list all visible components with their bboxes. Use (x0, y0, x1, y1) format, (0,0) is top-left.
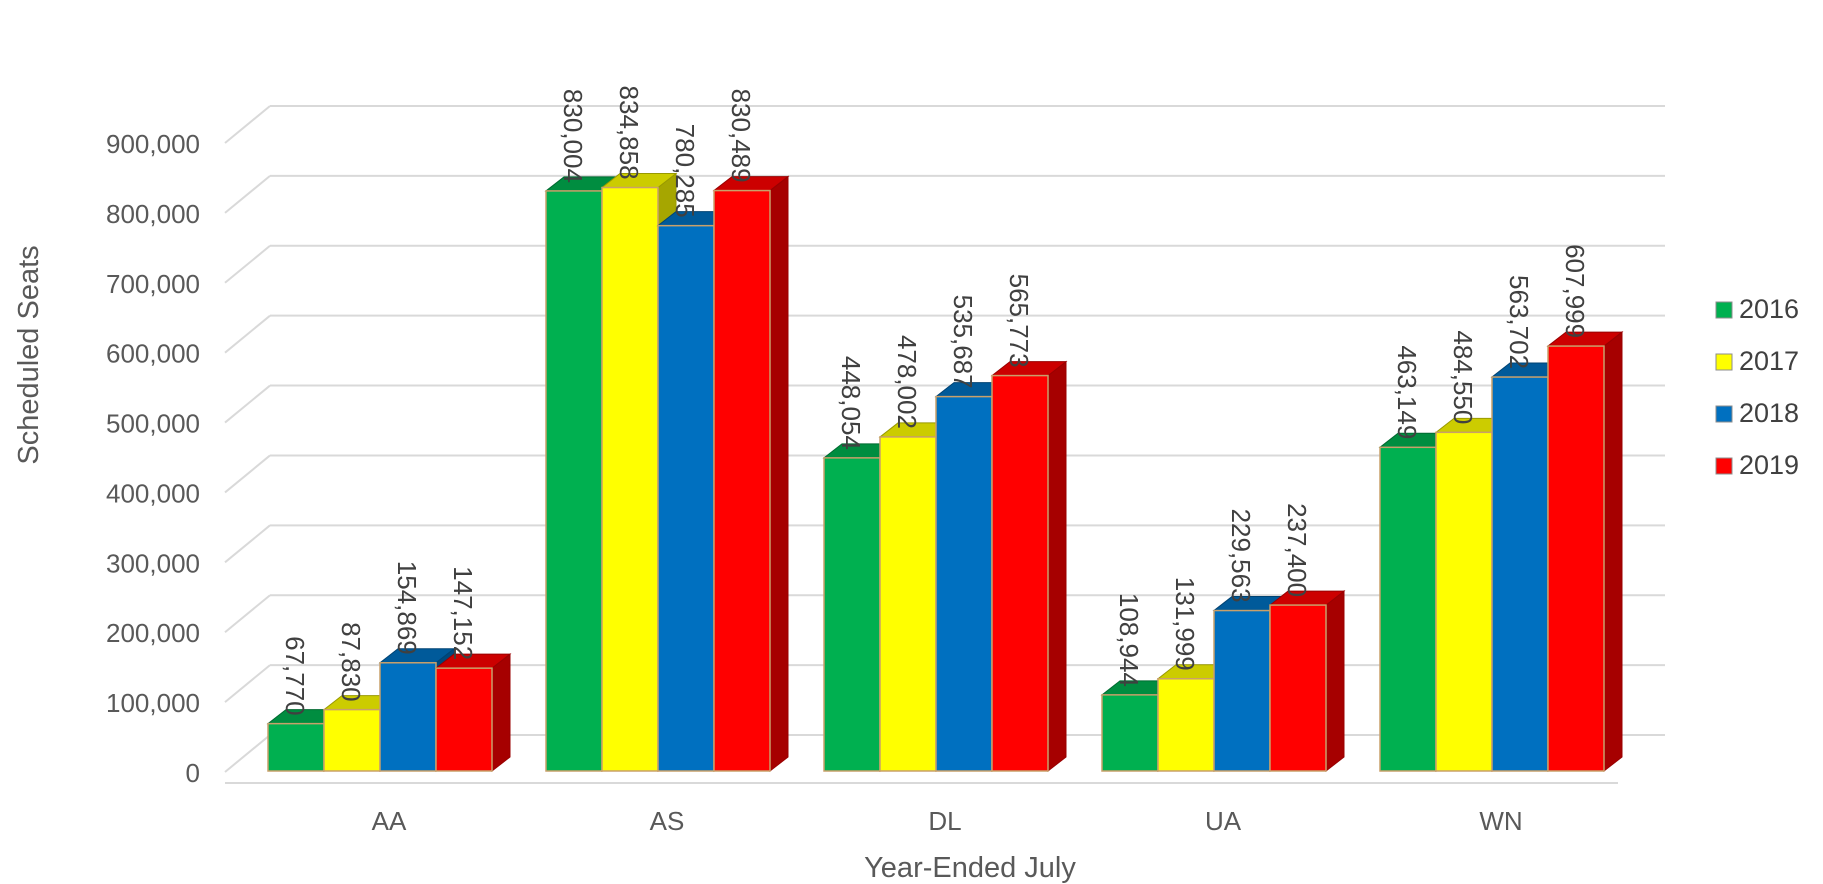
gridline-depth (224, 664, 271, 703)
bar-front (323, 708, 381, 772)
x-axis-title: Year-Ended July (864, 852, 1076, 884)
bar-front (1435, 431, 1493, 772)
y-axis-ticks: 0 100,000 200,000 300,000 400,000 500,000 600,… (106, 129, 200, 788)
data-label: 565,773 (1004, 274, 1034, 368)
bar-front (713, 189, 771, 772)
legend-item: 2018 (1715, 398, 1799, 428)
bar-front (601, 186, 659, 772)
bar-front (879, 436, 937, 772)
data-label: 830,004 (558, 89, 588, 183)
data-label: 108,944 (1114, 593, 1144, 687)
gridline-depth (224, 314, 271, 354)
y-tick-label: 100,000 (106, 688, 200, 718)
legend-swatch (1715, 405, 1733, 423)
legend-label: 2019 (1739, 450, 1799, 480)
bar-side (1325, 590, 1345, 773)
bars (266, 172, 1624, 773)
y-tick-label: 400,000 (106, 478, 200, 508)
data-label: 834,858 (614, 86, 644, 180)
y-tick-label: 800,000 (106, 199, 200, 229)
bar-front (991, 374, 1049, 772)
gridline-depth (224, 245, 271, 284)
bar (712, 175, 790, 773)
legend-label: 2016 (1739, 294, 1799, 324)
y-tick-label: 0 (186, 758, 200, 788)
data-labels: 67,770 87,830 154,869 147,152 830,004 834,858… (280, 86, 1590, 716)
data-label: 780,285 (670, 124, 700, 218)
data-label: 535,687 (948, 295, 978, 389)
bar-front (1213, 609, 1271, 772)
legend-swatch (1715, 457, 1733, 475)
data-label: 87,830 (336, 622, 366, 702)
bar-front (657, 224, 715, 772)
bar-front (1491, 376, 1549, 772)
data-label: 229,563 (1226, 509, 1256, 603)
y-tick-label: 600,000 (106, 339, 200, 369)
bar-front (1379, 446, 1437, 772)
x-tick-label: AS (650, 806, 685, 836)
y-tick-label: 700,000 (106, 269, 200, 299)
bar-front (435, 667, 493, 772)
bar (1546, 331, 1624, 773)
data-label: 463,149 (1392, 345, 1422, 439)
data-label: 563,702 (1504, 275, 1534, 369)
data-label: 147,152 (448, 566, 478, 660)
legend-item: 2019 (1715, 450, 1799, 480)
bar-side (1047, 360, 1067, 773)
data-label: 154,869 (392, 561, 422, 655)
data-label: 237,400 (1282, 503, 1312, 597)
x-tick-label: WN (1479, 806, 1522, 836)
gridline-depth (224, 454, 271, 494)
y-tick-label: 300,000 (106, 548, 200, 578)
gridline-depth (224, 175, 271, 214)
bar-side (769, 175, 789, 773)
y-tick-label: 500,000 (106, 409, 200, 439)
gridline-depth (224, 734, 271, 773)
y-tick-label: 900,000 (106, 129, 200, 159)
bar-front (1157, 677, 1215, 772)
legend-label: 2017 (1739, 346, 1799, 376)
x-tick-label: UA (1205, 806, 1242, 836)
gridline-depth (224, 105, 271, 144)
bar-front (935, 395, 993, 772)
legend-item: 2017 (1715, 346, 1799, 376)
bar-front (823, 457, 881, 772)
data-label: 607,999 (1560, 244, 1590, 338)
legend-swatch (1715, 301, 1733, 319)
bar-front (1547, 345, 1605, 772)
legend: 2016 2017 2018 2019 (1715, 294, 1799, 480)
bar-front (1101, 694, 1159, 772)
data-label: 830,489 (726, 89, 756, 183)
y-axis-title: Scheduled Seats (13, 245, 45, 464)
bar (1268, 590, 1346, 773)
bar (990, 360, 1068, 773)
bar-front (545, 190, 603, 772)
gridline-depth (224, 384, 271, 424)
bar (434, 653, 512, 773)
data-label: 131,999 (1170, 577, 1200, 671)
x-tick-label: AA (372, 806, 407, 836)
bar-front (379, 662, 437, 772)
data-label: 67,770 (280, 636, 310, 716)
x-tick-label: DL (928, 806, 961, 836)
data-label: 478,002 (892, 335, 922, 429)
gridline-depth (224, 594, 271, 633)
legend-item: 2016 (1715, 294, 1799, 324)
data-label: 484,550 (1448, 330, 1478, 424)
legend-label: 2018 (1739, 398, 1799, 428)
bar-side (1603, 331, 1623, 773)
legend-swatch (1715, 353, 1733, 371)
data-label: 448,054 (836, 356, 866, 450)
x-axis-ticks: AA AS DL UA WN (372, 806, 1523, 836)
bar-front (1269, 604, 1327, 772)
gridline-depth (224, 524, 271, 564)
bar-side (491, 653, 511, 773)
y-tick-label: 200,000 (106, 618, 200, 648)
bar-front (267, 722, 325, 772)
